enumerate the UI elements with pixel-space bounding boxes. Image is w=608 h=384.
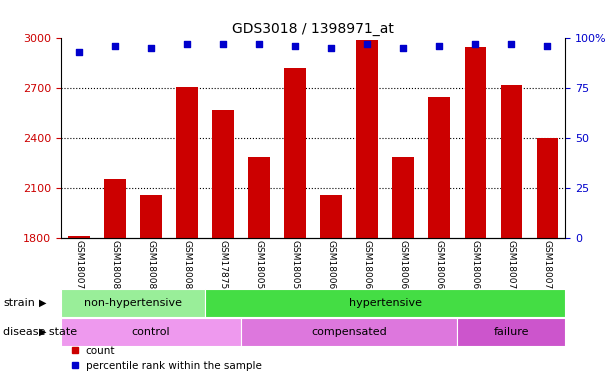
Point (542, 43, 552, 50)
Bar (61, 318, 241, 346)
Bar (68, 237, 89, 238)
Text: disease state: disease state (3, 327, 77, 337)
Text: strain: strain (3, 298, 35, 308)
Bar (285, 68, 306, 238)
Text: GSM178755: GSM178755 (218, 240, 227, 295)
Bar (61, 289, 205, 317)
Text: GSM180061: GSM180061 (326, 240, 336, 295)
Text: GSM180068: GSM180068 (435, 240, 444, 295)
Point (471, 41, 480, 48)
Point (74, 49, 84, 55)
Point (218, 41, 228, 48)
Bar (392, 157, 414, 238)
Bar (465, 47, 486, 238)
Text: ▶: ▶ (39, 298, 46, 308)
Text: GSM180075: GSM180075 (543, 240, 552, 295)
Point (110, 43, 120, 50)
Text: GSM180065: GSM180065 (399, 240, 408, 295)
Text: GSM180085: GSM180085 (147, 240, 156, 295)
Text: GSM180062: GSM180062 (363, 240, 371, 295)
Text: failure: failure (494, 327, 529, 337)
Text: GSM180073: GSM180073 (507, 240, 516, 295)
Text: hypertensive: hypertensive (349, 298, 422, 308)
Bar (320, 195, 342, 238)
Point (182, 41, 192, 48)
Bar (457, 318, 565, 346)
Bar (205, 289, 565, 317)
Point (434, 43, 444, 50)
Bar (356, 40, 378, 238)
Text: GSM180089: GSM180089 (182, 240, 192, 295)
Text: compensated: compensated (311, 327, 387, 337)
Point (398, 45, 408, 51)
Text: ▶: ▶ (39, 327, 46, 337)
Text: GSM180059: GSM180059 (291, 240, 300, 295)
Text: GSM180082: GSM180082 (111, 240, 119, 295)
Text: GSM180057: GSM180057 (255, 240, 263, 295)
Bar (248, 157, 270, 238)
Title: GDS3018 / 1398971_at: GDS3018 / 1398971_at (232, 22, 394, 36)
Text: non-hypertensive: non-hypertensive (84, 298, 182, 308)
Bar (537, 138, 558, 238)
Point (146, 45, 156, 51)
Text: control: control (131, 327, 170, 337)
Bar (140, 195, 162, 238)
Point (254, 41, 264, 48)
Point (506, 41, 516, 48)
Bar (500, 85, 522, 238)
Bar (212, 110, 234, 238)
Point (362, 41, 372, 48)
Text: GSM180069: GSM180069 (471, 240, 480, 295)
Bar (104, 179, 126, 238)
Text: GSM180079: GSM180079 (74, 240, 83, 295)
Legend: count, percentile rank within the sample: count, percentile rank within the sample (66, 341, 266, 375)
Bar (241, 318, 457, 346)
Bar (176, 87, 198, 238)
Bar (429, 97, 450, 238)
Point (290, 43, 300, 50)
Point (326, 45, 336, 51)
